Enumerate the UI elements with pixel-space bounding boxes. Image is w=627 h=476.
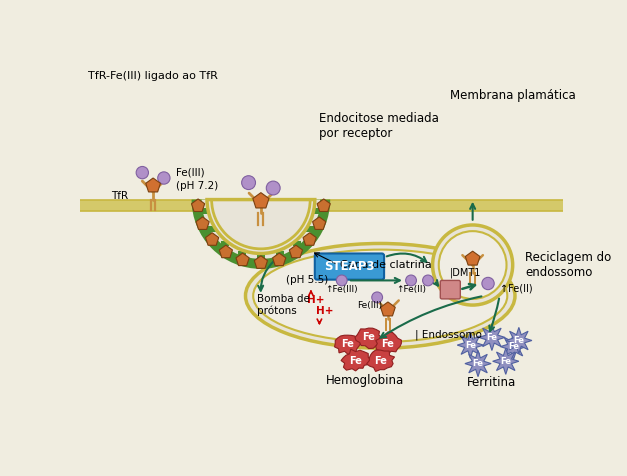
Text: Fe(III): Fe(III) <box>357 300 382 309</box>
Polygon shape <box>313 217 326 229</box>
Polygon shape <box>196 217 209 229</box>
Polygon shape <box>317 199 330 211</box>
Text: TfR-Fe(III) ligado ao TfR: TfR-Fe(III) ligado ao TfR <box>88 71 218 81</box>
FancyBboxPatch shape <box>440 280 460 299</box>
Circle shape <box>372 292 382 303</box>
Circle shape <box>482 278 494 290</box>
Polygon shape <box>206 233 219 245</box>
Text: H+: H+ <box>307 295 325 305</box>
Bar <box>313 208 320 214</box>
Polygon shape <box>500 334 527 360</box>
Circle shape <box>439 231 507 299</box>
Text: Endocitose mediada
por receptor: Endocitose mediada por receptor <box>319 112 438 140</box>
Text: Capa de clatrina: Capa de clatrina <box>340 260 432 270</box>
Wedge shape <box>207 199 315 254</box>
Polygon shape <box>255 256 268 268</box>
FancyBboxPatch shape <box>315 254 384 280</box>
Polygon shape <box>289 245 302 258</box>
Ellipse shape <box>246 243 515 348</box>
Polygon shape <box>341 349 371 371</box>
Polygon shape <box>191 199 204 211</box>
Polygon shape <box>493 348 519 374</box>
Text: Ferritina: Ferritina <box>467 376 517 388</box>
Circle shape <box>423 275 433 286</box>
Text: Fe: Fe <box>362 332 375 342</box>
Polygon shape <box>236 253 249 266</box>
Text: Membrana plamática: Membrana plamática <box>450 89 576 102</box>
Text: Fe: Fe <box>473 359 483 368</box>
Polygon shape <box>355 328 381 348</box>
Text: Fe: Fe <box>514 336 524 345</box>
Polygon shape <box>457 332 483 358</box>
Circle shape <box>266 181 280 195</box>
Text: ↑Fe(II): ↑Fe(II) <box>500 283 532 293</box>
Bar <box>208 226 216 232</box>
Circle shape <box>241 176 256 189</box>
Bar <box>221 241 229 247</box>
Wedge shape <box>202 199 320 259</box>
Text: Fe(III): Fe(III) <box>176 168 205 178</box>
Text: (pH 7.2): (pH 7.2) <box>176 181 218 191</box>
Text: ↑Fe(II): ↑Fe(II) <box>396 285 426 294</box>
Text: H+: H+ <box>317 306 334 316</box>
Bar <box>257 254 265 259</box>
Text: (pH 5.5): (pH 5.5) <box>287 276 329 286</box>
Wedge shape <box>192 199 330 269</box>
Bar <box>80 199 563 211</box>
Text: Fe: Fe <box>465 341 476 349</box>
Text: | Endossomo: | Endossomo <box>415 329 482 339</box>
Text: Fe: Fe <box>349 356 362 366</box>
Polygon shape <box>506 327 532 354</box>
Circle shape <box>433 225 513 305</box>
Text: Hemoglobina: Hemoglobina <box>325 374 404 387</box>
Polygon shape <box>381 302 395 316</box>
Polygon shape <box>335 335 361 354</box>
Polygon shape <box>273 253 286 266</box>
Text: Fe: Fe <box>342 338 354 348</box>
Ellipse shape <box>253 249 507 342</box>
Polygon shape <box>367 350 394 371</box>
Polygon shape <box>376 332 401 354</box>
Circle shape <box>136 167 149 179</box>
Bar <box>201 208 209 214</box>
Polygon shape <box>145 178 161 192</box>
Text: Fe: Fe <box>374 356 387 366</box>
Text: STEAP3: STEAP3 <box>324 260 375 273</box>
Text: Fe: Fe <box>381 338 394 348</box>
Polygon shape <box>465 251 480 265</box>
Text: Fe: Fe <box>508 342 519 351</box>
Circle shape <box>406 275 416 286</box>
Text: TfR: TfR <box>112 191 129 201</box>
Circle shape <box>158 172 170 184</box>
Bar <box>306 226 314 232</box>
Circle shape <box>336 275 347 286</box>
Polygon shape <box>479 324 505 350</box>
Bar <box>238 250 246 256</box>
Text: Reciclagem do
endossomo: Reciclagem do endossomo <box>525 251 611 279</box>
Text: Fe: Fe <box>487 333 497 342</box>
Text: ↑Fe(III): ↑Fe(III) <box>325 285 358 294</box>
Polygon shape <box>303 233 316 245</box>
Text: Fe: Fe <box>500 357 511 366</box>
Bar <box>293 241 301 247</box>
Polygon shape <box>253 193 269 208</box>
Text: Bomba de
prótons: Bomba de prótons <box>257 294 310 316</box>
Text: |DMT1: |DMT1 <box>450 268 481 278</box>
Bar <box>276 250 284 256</box>
Polygon shape <box>465 350 491 377</box>
Polygon shape <box>219 245 233 258</box>
